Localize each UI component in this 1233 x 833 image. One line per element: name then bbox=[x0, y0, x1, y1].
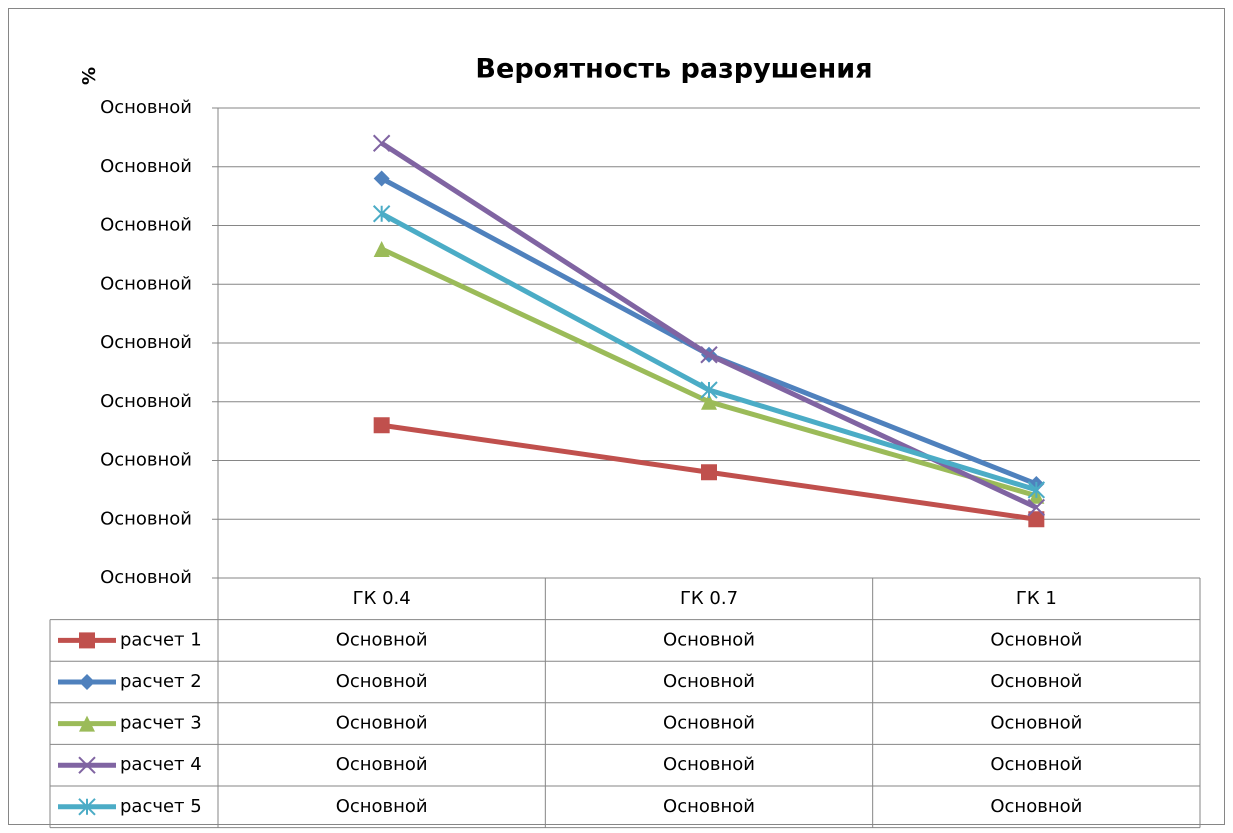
legend-label: расчет 5 bbox=[120, 796, 202, 817]
data-point bbox=[1028, 511, 1045, 528]
data-point bbox=[1027, 498, 1046, 517]
y-axis-label: % bbox=[79, 67, 100, 85]
table-value: Основной bbox=[990, 671, 1082, 692]
data-point bbox=[373, 417, 390, 434]
y-tick-label: Основной bbox=[100, 508, 192, 529]
table-value: Основной bbox=[663, 671, 755, 692]
data-point bbox=[373, 241, 390, 257]
chart-title: Вероятность разрушения bbox=[475, 54, 872, 85]
data-point bbox=[372, 134, 391, 152]
table-value: Основной bbox=[990, 796, 1082, 817]
legend-label: расчет 1 bbox=[120, 629, 202, 650]
x-tick-label: ГК 0.4 bbox=[353, 588, 411, 609]
table-value: Основной bbox=[336, 796, 428, 817]
legend-label: расчет 3 bbox=[120, 713, 202, 734]
table-value: Основной bbox=[336, 629, 428, 650]
y-tick-label: Основной bbox=[100, 97, 192, 118]
data-point bbox=[700, 346, 718, 364]
legend-marker bbox=[79, 674, 95, 690]
legend-marker bbox=[79, 632, 95, 649]
table-value: Основной bbox=[663, 796, 755, 817]
data-point bbox=[701, 393, 717, 410]
y-tick-label: Основной bbox=[100, 215, 192, 236]
legend-label: расчет 4 bbox=[120, 754, 202, 775]
data-point bbox=[700, 381, 718, 399]
data-point bbox=[372, 205, 391, 223]
legend-marker bbox=[79, 715, 95, 732]
table-value: Основной bbox=[990, 629, 1082, 650]
table-value: Основной bbox=[990, 713, 1082, 734]
data-point bbox=[373, 170, 390, 187]
x-tick-label: ГК 0.7 bbox=[680, 588, 738, 609]
data-point bbox=[1027, 481, 1046, 499]
y-tick-label: Основной bbox=[100, 391, 192, 412]
legend-marker bbox=[78, 798, 96, 816]
y-tick-label: Основной bbox=[100, 567, 192, 588]
table-value: Основной bbox=[663, 629, 755, 650]
table-value: Основной bbox=[663, 754, 755, 775]
y-tick-label: Основной bbox=[100, 156, 192, 177]
y-tick-label: Основной bbox=[100, 273, 192, 294]
legend-marker bbox=[78, 756, 96, 774]
y-tick-label: Основной bbox=[100, 450, 192, 471]
x-tick-label: ГК 1 bbox=[1016, 588, 1057, 609]
chart-border bbox=[8, 8, 1225, 825]
table-value: Основной bbox=[663, 713, 755, 734]
table-value: Основной bbox=[336, 754, 428, 775]
table-value: Основной bbox=[336, 713, 428, 734]
legend-label: расчет 2 bbox=[120, 671, 202, 692]
table-value: Основной bbox=[336, 671, 428, 692]
data-point bbox=[701, 464, 717, 481]
y-tick-label: Основной bbox=[100, 332, 192, 353]
table-value: Основной bbox=[990, 754, 1082, 775]
